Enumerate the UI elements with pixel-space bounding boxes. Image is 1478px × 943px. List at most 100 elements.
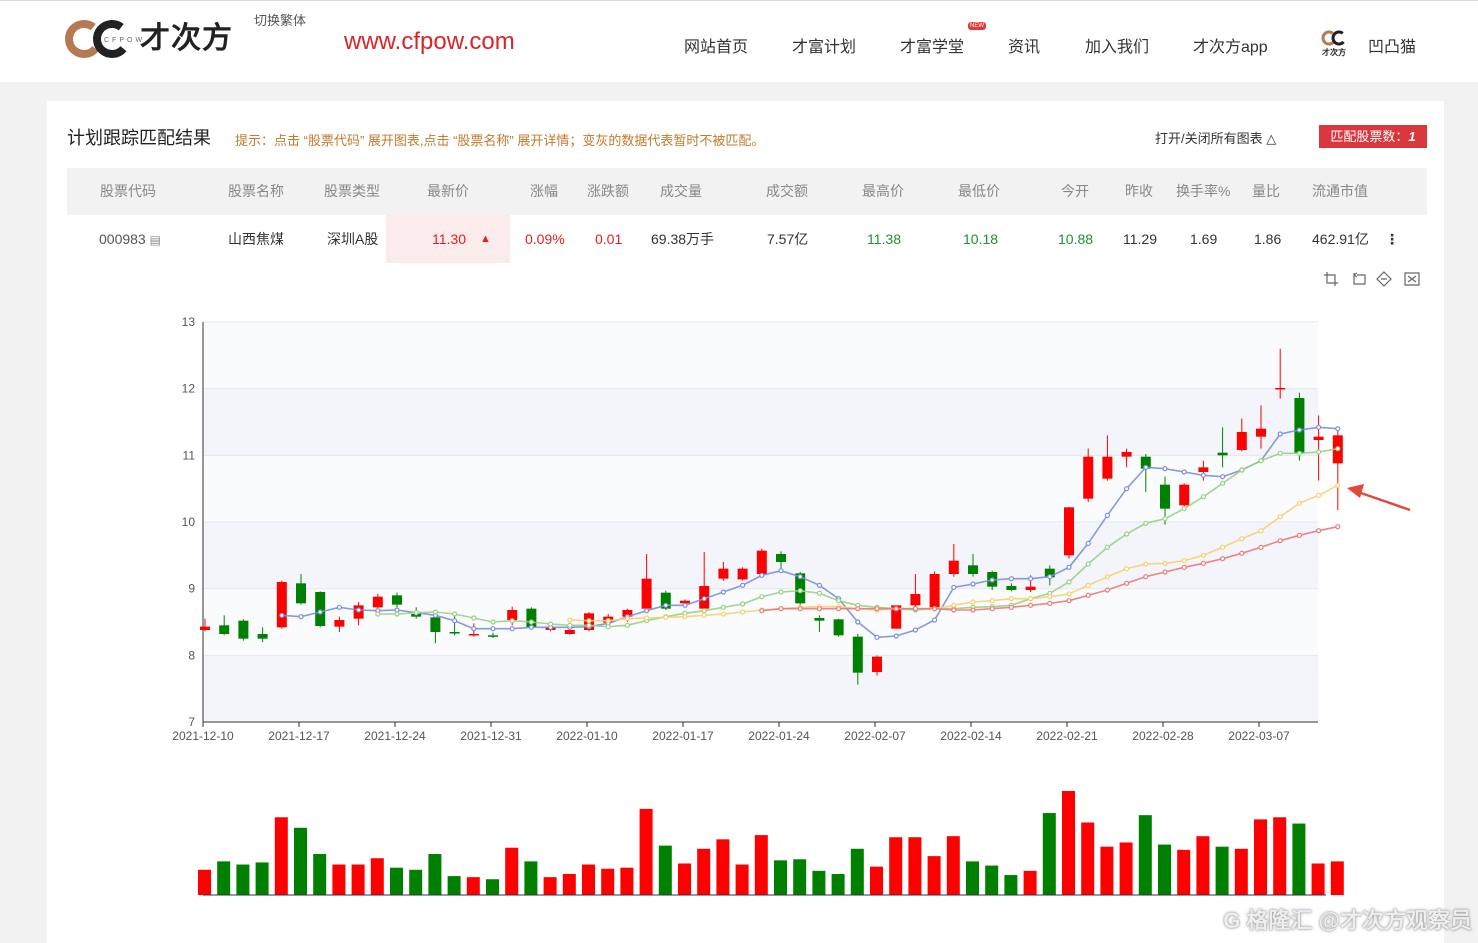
volume-bar bbox=[486, 879, 499, 895]
toggle-all-charts-button[interactable]: 打开/关闭所有图表 △ bbox=[1155, 131, 1277, 146]
col-change-amt[interactable]: 涨跌额 bbox=[587, 183, 629, 199]
col-high[interactable]: 最高价 bbox=[862, 183, 904, 199]
ma30-point bbox=[874, 606, 880, 612]
col-float-cap[interactable]: 流通市值 bbox=[1312, 183, 1368, 199]
nav-wealth-plan[interactable]: 才富计划 bbox=[792, 39, 857, 56]
x-tick-label: 2022-02-21 bbox=[1036, 729, 1098, 743]
ma20-point bbox=[739, 609, 746, 615]
candle-body bbox=[411, 614, 422, 617]
candle-body bbox=[372, 596, 383, 608]
more-options-icon[interactable]: ⋮ bbox=[1385, 231, 1399, 247]
volume-bar bbox=[1273, 817, 1287, 895]
ma20-point bbox=[1027, 596, 1034, 602]
nav-news[interactable]: 资讯 bbox=[1008, 39, 1041, 56]
ma20-point bbox=[989, 598, 995, 604]
ma10-point bbox=[1219, 480, 1226, 486]
candle-body bbox=[1102, 456, 1113, 479]
candle-body bbox=[833, 619, 844, 636]
ma5-point bbox=[1335, 426, 1341, 432]
volume-bar bbox=[582, 864, 595, 895]
col-prev-close[interactable]: 昨收 bbox=[1125, 183, 1153, 199]
candle-body bbox=[718, 568, 729, 579]
x-tick-label: 2022-02-28 bbox=[1132, 729, 1194, 743]
ma20-point bbox=[701, 612, 707, 618]
ma30-point bbox=[989, 606, 995, 612]
volume-bar bbox=[447, 876, 461, 895]
stock-code[interactable]: 000983 ▤ bbox=[99, 215, 161, 264]
site-logo[interactable]: 才次方 bbox=[64, 17, 233, 61]
col-type[interactable]: 股票类型 bbox=[324, 183, 380, 199]
col-name[interactable]: 股票名称 bbox=[228, 183, 284, 199]
col-low[interactable]: 最低价 bbox=[958, 183, 1000, 199]
volume-bar bbox=[658, 845, 672, 895]
col-code[interactable]: 股票代码 bbox=[100, 183, 156, 199]
col-volume-ratio[interactable]: 量比 bbox=[1252, 183, 1280, 199]
volume-bar bbox=[390, 867, 403, 895]
volume-bar bbox=[1062, 791, 1075, 895]
candle-body bbox=[910, 594, 921, 606]
user-name[interactable]: 凹凸猫 bbox=[1368, 39, 1417, 56]
candle-body bbox=[334, 620, 345, 627]
volume-bar bbox=[1042, 813, 1056, 895]
ma20-point bbox=[1008, 596, 1015, 602]
ma30-point bbox=[1143, 574, 1149, 580]
col-open[interactable]: 今开 bbox=[1061, 183, 1089, 199]
nav-join-us[interactable]: 加入我们 bbox=[1085, 39, 1150, 56]
ma10-point bbox=[1143, 520, 1149, 526]
ma5-point bbox=[1066, 564, 1072, 570]
col-price[interactable]: 最新价 bbox=[427, 183, 469, 199]
volume-bar bbox=[966, 861, 979, 895]
ma10-point bbox=[624, 622, 631, 628]
crop-icon[interactable] bbox=[1323, 271, 1339, 287]
ma20-point bbox=[1104, 574, 1111, 580]
undo-icon[interactable] bbox=[1350, 271, 1366, 287]
candle-body bbox=[814, 618, 825, 621]
table-row[interactable]: 000983 ▤ 山西焦煤 深圳A股 11.30 ▲ 0.09% 0.01 69… bbox=[67, 215, 1427, 263]
ma30-point bbox=[970, 607, 976, 613]
col-turnover-rate[interactable]: 换手率% bbox=[1176, 183, 1231, 199]
ma5-point bbox=[1008, 576, 1015, 582]
ma30-point bbox=[797, 606, 803, 612]
ma10-point bbox=[759, 594, 765, 600]
ma5-point bbox=[317, 609, 323, 615]
col-volume[interactable]: 成交量 bbox=[660, 183, 702, 199]
price-cell-highlight bbox=[386, 215, 510, 263]
col-turnover[interactable]: 成交额 bbox=[766, 183, 808, 199]
turnover-rate: 1.69 bbox=[1190, 231, 1218, 247]
volume-bar bbox=[1196, 836, 1210, 895]
restore-icon[interactable] bbox=[1376, 271, 1392, 287]
volume-bar bbox=[409, 869, 423, 895]
volume-bar bbox=[735, 864, 749, 895]
nav-home[interactable]: 网站首页 bbox=[684, 39, 749, 56]
volume-bar bbox=[1119, 842, 1133, 895]
ma20-point bbox=[1335, 482, 1341, 488]
nav-wealth-school[interactable]: 才富学堂 bbox=[900, 39, 965, 56]
candle-body bbox=[660, 592, 671, 609]
stock-name[interactable]: 山西焦煤 bbox=[228, 231, 284, 247]
ma10-point bbox=[1162, 516, 1168, 522]
fullscreen-icon[interactable] bbox=[1404, 271, 1420, 287]
col-change-pct[interactable]: 涨幅 bbox=[530, 183, 558, 199]
user-avatar[interactable]: 才次方 bbox=[1318, 29, 1350, 57]
ma30-point bbox=[1315, 528, 1322, 534]
ma10-point bbox=[413, 610, 419, 616]
candle-body bbox=[507, 610, 518, 620]
ma20-point bbox=[951, 602, 957, 608]
candle-body bbox=[1160, 484, 1170, 509]
candle-body bbox=[1256, 428, 1266, 437]
switch-traditional-link[interactable]: 切换繁体 bbox=[254, 13, 307, 28]
volume-bar bbox=[505, 847, 519, 895]
ma20-point bbox=[1181, 558, 1187, 564]
avatar-text: 才次方 bbox=[1321, 47, 1346, 57]
ma10-point bbox=[1315, 449, 1322, 455]
volume-bar bbox=[255, 862, 269, 895]
document-icon[interactable]: ▤ bbox=[149, 233, 161, 247]
ma10-point bbox=[701, 608, 707, 614]
volume-series bbox=[198, 791, 1344, 896]
volume-bar bbox=[754, 835, 768, 895]
ma10-point bbox=[1296, 450, 1303, 456]
nav-app[interactable]: 才次方app bbox=[1193, 39, 1268, 56]
ma5-point bbox=[356, 607, 362, 613]
ma10-point bbox=[605, 624, 611, 630]
